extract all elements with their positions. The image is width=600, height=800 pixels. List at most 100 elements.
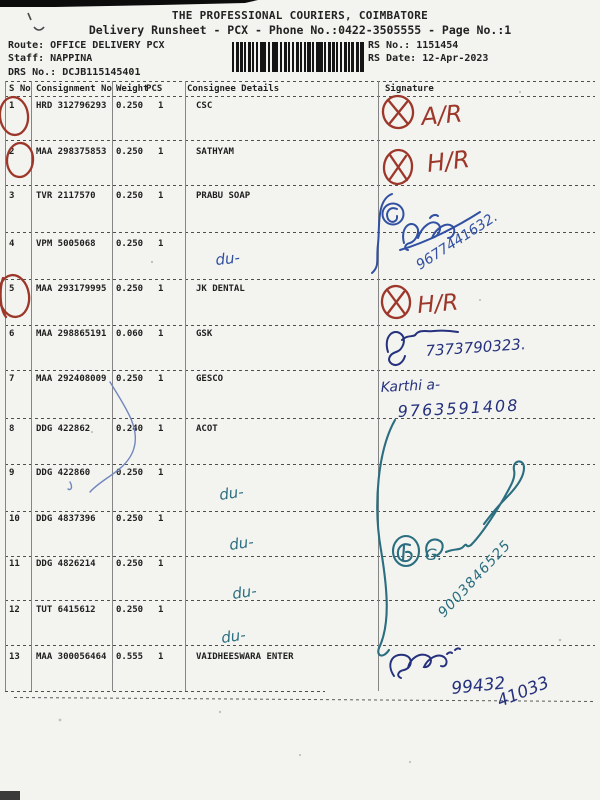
cell-consignment: TVR 2117570 xyxy=(36,191,96,201)
rs-no-label: RS No.: xyxy=(368,40,411,51)
cell-sno: 13 xyxy=(9,652,20,662)
phone-number-row13-part1: 99432 xyxy=(450,673,506,699)
table-row: 2 MAA 298375853 0.250 1 SATHYAM xyxy=(0,147,600,159)
cell-consignment: DDG 422862 xyxy=(36,424,91,434)
cell-weight: 0.250 xyxy=(116,514,144,524)
table-row: 11 DDG 4826214 0.250 1 xyxy=(0,559,600,571)
barcode-icon xyxy=(232,42,364,72)
cell-sno: 3 xyxy=(9,191,15,201)
cell-consignee: JK DENTAL xyxy=(196,284,245,294)
rule xyxy=(5,511,595,513)
cell-weight: 0.250 xyxy=(116,239,144,249)
cell-pcs: 1 xyxy=(158,147,164,157)
cell-weight: 0.250 xyxy=(116,147,144,157)
rule xyxy=(5,325,595,327)
table-row: 7 MAA 292408009 0.250 1 GESCO xyxy=(0,374,600,386)
drs-line: DRS No.: DCJB115145401 xyxy=(8,67,140,78)
rule xyxy=(5,464,595,466)
cell-weight: 0.240 xyxy=(116,424,144,434)
table-row: 4 VPM 5005068 0.250 1 xyxy=(0,239,600,251)
rule xyxy=(5,418,595,420)
phone-number-row13-part2: 41033 xyxy=(494,673,552,712)
rule xyxy=(14,696,595,704)
company-title: THE PROFESSIONAL COURIERS, COIMBATORE xyxy=(171,9,429,22)
cell-sno: 1 xyxy=(9,101,15,111)
cell-pcs: 1 xyxy=(158,374,164,384)
cell-sno: 8 xyxy=(9,424,15,434)
route-value: OFFICE DELIVERY PCX xyxy=(50,40,165,51)
rule xyxy=(5,185,595,187)
cell-pcs: 1 xyxy=(158,101,164,111)
cell-weight: 0.250 xyxy=(116,191,144,201)
table-row: 6 MAA 298865191 0.060 1 GSK xyxy=(0,329,600,341)
rule xyxy=(5,96,595,98)
rule xyxy=(5,232,595,234)
cell-consignee: CSC xyxy=(196,101,213,111)
rule xyxy=(5,645,595,647)
cell-weight: 0.250 xyxy=(116,101,144,111)
scan-artifact-top xyxy=(0,0,258,7)
cell-sno: 10 xyxy=(9,514,20,524)
cell-pcs: 1 xyxy=(158,514,164,524)
cell-pcs: 1 xyxy=(158,329,164,339)
col-header-consignment: Consignment No xyxy=(36,84,112,94)
cell-pcs: 1 xyxy=(158,468,164,478)
table-row: 10 DDG 4837396 0.250 1 xyxy=(0,514,600,526)
cell-pcs: 1 xyxy=(158,191,164,201)
rs-no-line: RS No.: 1151454 xyxy=(368,40,458,51)
cell-pcs: 1 xyxy=(158,284,164,294)
col-header-signature: Signature xyxy=(385,84,434,94)
table-row: 8 DDG 422862 0.240 1 ACOT xyxy=(0,424,600,436)
rs-date-label: RS Date: xyxy=(368,53,417,64)
cell-consignment: DDG 422860 xyxy=(36,468,91,478)
cell-consignment: DDG 4826214 xyxy=(36,559,96,569)
col-line-consignment xyxy=(112,81,113,691)
table-border-left xyxy=(5,81,6,691)
cell-consignee: SATHYAM xyxy=(196,147,234,157)
runsheet-subtitle: Delivery Runsheet - PCX - Phone No.:0422… xyxy=(88,23,512,37)
rs-date-value: 12-Apr-2023 xyxy=(422,53,489,64)
cell-weight: 0.555 xyxy=(116,652,144,662)
col-header-consignee: Consignee Details xyxy=(187,84,280,94)
rs-no-value: 1151454 xyxy=(416,40,459,51)
col-header-pcs: PCS xyxy=(146,84,163,94)
table-row: 13 MAA 300056464 0.555 1 VAIDHEESWARA EN… xyxy=(0,652,600,664)
rule xyxy=(5,600,595,602)
cell-weight: 0.250 xyxy=(116,559,144,569)
rule xyxy=(5,81,595,83)
col-line-consignee xyxy=(378,81,379,691)
cell-consignee: VAIDHEESWARA ENTER xyxy=(196,652,294,662)
cell-consignee: PRABU SOAP xyxy=(196,191,251,201)
cell-consignment: VPM 5005068 xyxy=(36,239,96,249)
cell-consignment: MAA 293179995 xyxy=(36,284,107,294)
cell-sno: 5 xyxy=(9,284,15,294)
cell-consignment: HRD 312796293 xyxy=(36,101,107,111)
col-header-weight: Weight xyxy=(116,84,149,94)
table-row: 3 TVR 2117570 0.250 1 PRABU SOAP xyxy=(0,191,600,203)
cell-weight: 0.250 xyxy=(116,468,144,478)
cell-consignment: DDG 4837396 xyxy=(36,514,96,524)
cell-consignee: GESCO xyxy=(196,374,224,384)
cell-sno: 11 xyxy=(9,559,20,569)
cell-consignment: MAA 298375853 xyxy=(36,147,107,157)
col-line-pcs xyxy=(185,81,186,691)
cell-weight: 0.250 xyxy=(116,605,144,615)
du-mark-row9: du- xyxy=(218,483,245,504)
du-mark-row10: du- xyxy=(228,533,255,554)
cell-pcs: 1 xyxy=(158,239,164,249)
route-label: Route: xyxy=(8,40,45,51)
table-header-row: S No Consignment No Weight PCS Consignee… xyxy=(0,84,600,96)
cell-weight: 0.060 xyxy=(116,329,144,339)
cell-consignment: MAA 298865191 xyxy=(36,329,107,339)
rule xyxy=(5,140,595,142)
cell-consignee: ACOT xyxy=(196,424,218,434)
cell-pcs: 1 xyxy=(158,424,164,434)
cell-weight: 0.250 xyxy=(116,374,144,384)
scan-artifact-bottom xyxy=(0,791,20,800)
cell-consignment: MAA 300056464 xyxy=(36,652,107,662)
staff-line: Staff: NAPPINA xyxy=(8,53,92,64)
cell-pcs: 1 xyxy=(158,559,164,569)
cell-weight: 0.250 xyxy=(116,284,144,294)
cell-pcs: 1 xyxy=(158,652,164,662)
